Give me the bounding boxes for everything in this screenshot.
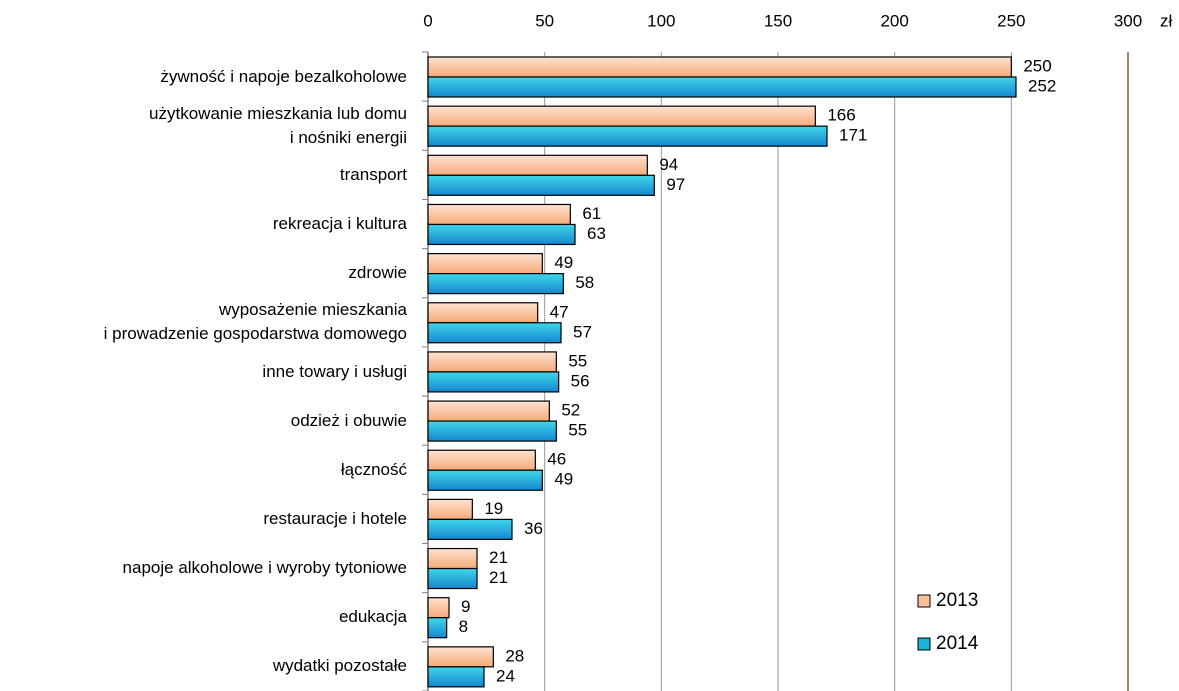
bar — [427, 400, 550, 422]
legend-swatch — [917, 594, 931, 608]
value-label: 8 — [459, 617, 468, 636]
bar — [427, 125, 828, 147]
value-label: 56 — [571, 371, 590, 390]
bar — [427, 302, 539, 324]
value-label: 28 — [505, 646, 524, 665]
value-label: 24 — [496, 666, 515, 685]
value-label: 57 — [573, 322, 592, 341]
bar — [427, 322, 562, 344]
bar — [427, 420, 557, 442]
x-tick-label: 150 — [764, 11, 792, 30]
value-label: 166 — [827, 106, 855, 125]
bar — [427, 154, 648, 176]
value-label: 94 — [659, 155, 678, 174]
bar — [427, 597, 450, 619]
x-tick-label: 0 — [423, 11, 432, 30]
bar — [427, 567, 478, 590]
value-label: 21 — [489, 568, 508, 587]
unit-label: zł — [1160, 11, 1173, 30]
value-label: 46 — [547, 450, 566, 469]
bar — [427, 646, 494, 668]
bar — [427, 617, 448, 639]
bar — [427, 351, 557, 373]
value-label: 55 — [568, 421, 587, 440]
value-label: 52 — [561, 401, 580, 420]
bar — [427, 449, 536, 471]
value-label: 250 — [1023, 56, 1051, 75]
category-label: rekreacja i kultura — [272, 214, 407, 234]
bar — [427, 498, 473, 520]
value-label: 19 — [484, 499, 503, 518]
value-label: 63 — [587, 224, 606, 243]
category-label: restauracje i hotele — [263, 508, 407, 528]
category-label: łączność — [340, 459, 407, 479]
x-tick-label: 250 — [997, 11, 1025, 30]
category-label: transport — [339, 164, 407, 184]
category-label: żywność i napoje bezalkoholowe — [160, 66, 407, 86]
value-label: 252 — [1028, 76, 1056, 95]
bar — [427, 273, 564, 295]
value-label: 58 — [575, 273, 594, 292]
bar — [427, 223, 576, 246]
bar — [427, 174, 655, 196]
bar — [427, 105, 816, 127]
bar — [427, 518, 513, 540]
value-label: 21 — [489, 548, 508, 567]
value-label: 55 — [568, 351, 587, 370]
legend-label: 2014 — [936, 633, 979, 654]
bar — [427, 371, 560, 393]
category-label: wyposażenie mieszkania i prowadzenie gos… — [103, 300, 407, 344]
value-label: 36 — [524, 519, 543, 538]
category-label: zdrowie — [348, 263, 407, 283]
value-label: 49 — [554, 470, 573, 489]
value-label: 61 — [582, 204, 601, 223]
value-label: 47 — [550, 302, 569, 321]
category-label: użytkowanie mieszkania lub domu i nośnik… — [149, 103, 407, 147]
bar — [427, 76, 1017, 98]
bar — [427, 253, 543, 275]
value-label: 9 — [461, 597, 470, 616]
category-label: odzież i obuwie — [290, 410, 407, 430]
value-label: 97 — [666, 175, 685, 194]
category-label: napoje alkoholowe i wyroby tytoniowe — [122, 558, 407, 578]
category-label: edukacja — [338, 607, 407, 627]
x-tick-label: 50 — [535, 11, 554, 30]
bar — [427, 56, 1012, 78]
bar — [427, 666, 485, 688]
bar — [427, 469, 543, 491]
legend-label: 2013 — [936, 590, 978, 611]
category-label: wydatki pozostałe — [272, 656, 407, 676]
x-tick-label: 100 — [647, 11, 675, 30]
category-label: inne towary i usługi — [262, 361, 407, 381]
bar — [427, 547, 478, 570]
legend-swatch — [917, 637, 931, 651]
x-tick-label: 200 — [880, 11, 908, 30]
bar — [427, 203, 571, 226]
value-label: 49 — [554, 253, 573, 272]
x-tick-label: 300 — [1114, 11, 1142, 30]
value-label: 171 — [839, 126, 867, 145]
